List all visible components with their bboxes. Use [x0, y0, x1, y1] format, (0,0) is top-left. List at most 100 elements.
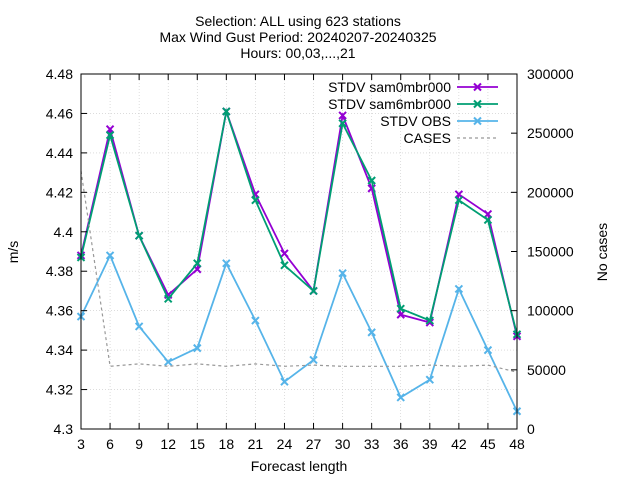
x-tick-label: 24: [277, 436, 293, 452]
data-point: [222, 259, 231, 268]
data-point: [105, 130, 115, 140]
x-axis-label: Forecast length: [251, 458, 348, 474]
data-point: [134, 322, 144, 331]
data-point-stroke: [193, 343, 202, 353]
data-point: [454, 196, 464, 205]
data-point-stroke: [222, 259, 231, 268]
x-tick-label: 48: [509, 436, 525, 452]
data-point-stroke: [251, 316, 260, 325]
legend-marker: [473, 99, 482, 109]
y-tick-label: 4.44: [46, 145, 73, 161]
grid: [80, 73, 518, 430]
data-point: [396, 304, 405, 313]
y-tick-label: 4.34: [46, 342, 73, 358]
data-point-stroke: [251, 196, 260, 205]
legend-marker: [473, 116, 482, 126]
data-point-stroke: [367, 176, 376, 185]
y-tick-label: 4.36: [46, 303, 73, 319]
legend-label: STDV OBS: [380, 113, 451, 129]
data-point: [338, 119, 347, 128]
data-point: [134, 231, 144, 240]
data-point: [163, 294, 173, 304]
data-point-stroke: [280, 261, 289, 270]
data-point: [425, 316, 435, 325]
data-point-stroke: [425, 318, 435, 327]
data-point-stroke: [483, 215, 493, 225]
y-tick-label: 4.3: [54, 421, 74, 437]
data-point: [280, 249, 289, 258]
data-point-stroke: [425, 316, 435, 325]
title-line-3: Hours: 00,03,...,21: [240, 45, 355, 61]
data-point: [367, 176, 376, 185]
x-tick-label: 33: [364, 436, 380, 452]
data-point-stroke: [105, 130, 115, 140]
data-point: [309, 355, 318, 365]
y2-tick-label: 150000: [527, 244, 574, 260]
x-tick-label: 45: [480, 436, 496, 452]
legend-label: STDV sam6mbr000: [328, 96, 451, 112]
x-axis: 3 6 9 12 15 18 21 24 27 30 33 36 39 42 45 48: [77, 74, 525, 452]
x-tick-label: 42: [451, 436, 467, 452]
data-point: [338, 268, 347, 278]
data-point-stroke: [338, 268, 347, 278]
data-point: [280, 261, 289, 270]
data-point-stroke: [338, 111, 347, 120]
legend-label: STDV sam0mbr000: [328, 79, 451, 95]
data-point: [105, 251, 115, 260]
data-point: [193, 259, 202, 268]
data-point-stroke: [134, 231, 144, 240]
data-point: [222, 107, 231, 116]
y2-tick-label: 100000: [527, 303, 574, 319]
data-point-stroke: [483, 345, 493, 355]
y-axis: 4.3 4.32 4.34 4.36 4.38 4.4 4.42 4.44 4.46 4.48: [46, 66, 87, 437]
x-tick-label: 39: [422, 436, 438, 452]
y-axis-label: m/s: [5, 241, 21, 264]
data-point: [309, 286, 318, 296]
data-point-stroke: [309, 355, 318, 365]
title-line-1: Selection: ALL using 623 stations: [195, 13, 401, 29]
data-point-stroke: [163, 294, 173, 304]
data-point-stroke: [396, 393, 405, 402]
data-point: [396, 393, 405, 402]
x-tick-label: 18: [219, 436, 235, 452]
x-tick-label: 6: [106, 436, 114, 452]
y2-axis-label: No cases: [594, 223, 610, 281]
legend-label: CASES: [404, 130, 451, 146]
data-point: [163, 357, 173, 367]
x-tick-label: 3: [77, 436, 85, 452]
series-line-0: [80, 108, 518, 337]
y-tick-label: 4.4: [54, 224, 74, 240]
plot-area: [76, 107, 522, 416]
data-point-stroke: [396, 304, 405, 313]
data-point-stroke: [309, 286, 318, 296]
data-point-stroke: [280, 249, 289, 258]
data-point-stroke: [193, 259, 202, 268]
y2-tick-label: 0: [527, 421, 535, 437]
x-tick-label: 27: [306, 436, 322, 452]
y2-axis: 0 50000 100000 150000 200000 250000 300000: [511, 66, 574, 437]
data-point: [193, 343, 202, 353]
x-tick-label: 12: [160, 436, 176, 452]
y-tick-label: 4.42: [46, 184, 73, 200]
data-point-stroke: [338, 119, 347, 128]
y2-tick-label: 50000: [527, 362, 566, 378]
data-point: [483, 215, 493, 225]
x-tick-label: 21: [248, 436, 264, 452]
y2-tick-label: 300000: [527, 66, 574, 82]
data-point-stroke: [425, 375, 435, 384]
series-line-2: [80, 253, 518, 412]
series-line-1: [80, 107, 518, 335]
y-tick-label: 4.48: [46, 66, 73, 82]
y-tick-label: 4.38: [46, 263, 73, 279]
data-point-stroke: [163, 357, 173, 367]
data-point-stroke: [280, 377, 289, 386]
data-point: [338, 111, 347, 120]
data-point-stroke: [367, 328, 376, 337]
x-tick-label: 30: [335, 436, 351, 452]
legend-marker: [473, 82, 482, 92]
data-point-stroke: [367, 184, 376, 193]
y2-tick-label: 250000: [527, 125, 574, 141]
data-point: [425, 375, 435, 384]
